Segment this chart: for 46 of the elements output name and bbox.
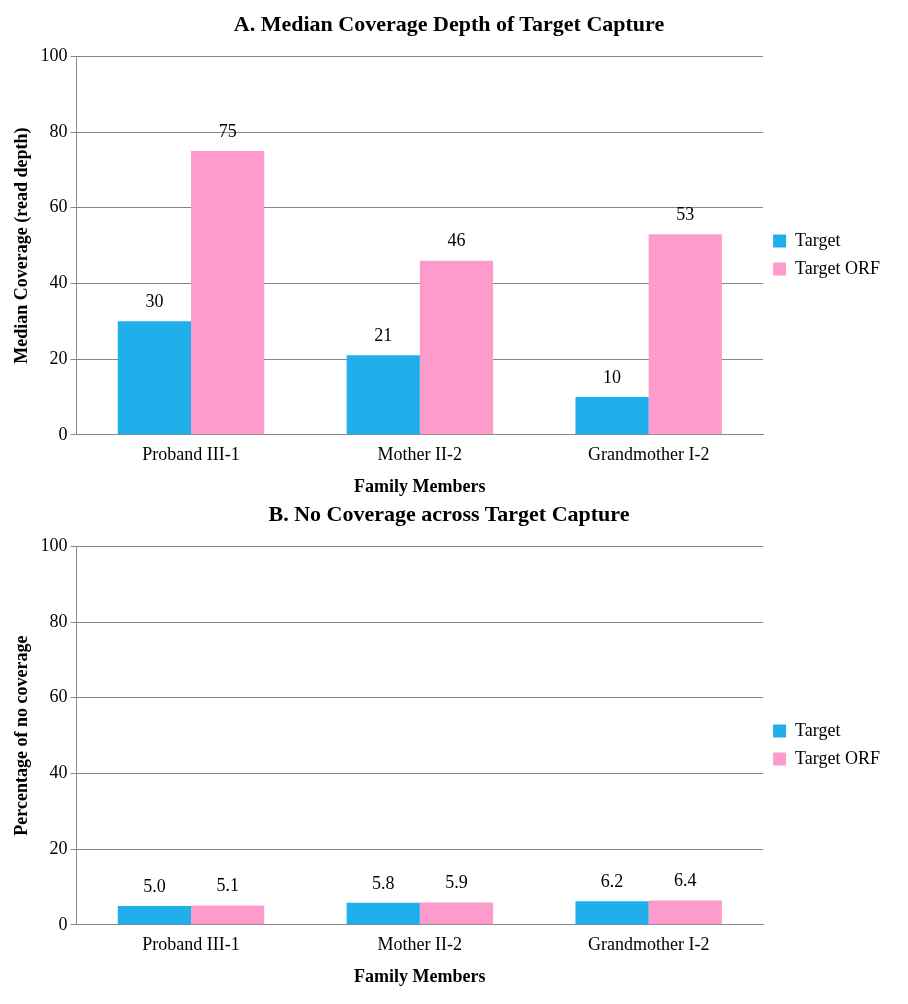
y-tick-label: 20 xyxy=(49,347,68,368)
data-label: 46 xyxy=(447,230,466,251)
y-tick-label: 100 xyxy=(40,45,68,66)
y-tick-label: 80 xyxy=(49,610,68,631)
y-tick-label: 60 xyxy=(49,196,68,217)
data-label: 5.8 xyxy=(371,872,395,893)
chart-title: A. Median Coverage Depth of Target Capture xyxy=(233,10,665,36)
bar xyxy=(648,234,722,435)
legend-label: Target ORF xyxy=(795,257,880,278)
x-tick-label: Grandmother I-2 xyxy=(587,934,710,955)
legend-label: Target xyxy=(795,229,841,250)
x-tick-label: Proband III-1 xyxy=(142,934,240,955)
y-tick-label: 20 xyxy=(49,837,68,858)
x-tick-label: Mother II-2 xyxy=(377,444,463,465)
data-label: 30 xyxy=(145,291,164,312)
y-tick-label: 40 xyxy=(49,762,68,783)
x-axis-title: Family Members xyxy=(354,475,486,496)
data-label: 75 xyxy=(218,120,237,141)
data-label: 5.9 xyxy=(445,872,468,893)
bar xyxy=(419,260,494,435)
bar xyxy=(117,321,192,435)
y-tick-label: 0 xyxy=(58,423,68,444)
x-tick-label: Mother II-2 xyxy=(377,934,463,955)
data-label: 10 xyxy=(603,366,622,387)
data-label: 5.0 xyxy=(143,875,166,896)
data-label: 53 xyxy=(676,203,695,224)
y-tick-label: 80 xyxy=(49,120,68,141)
y-tick-label: 40 xyxy=(49,272,68,293)
bar xyxy=(191,151,265,435)
x-axis-title: Family Members xyxy=(354,965,486,986)
y-tick-label: 100 xyxy=(40,535,68,556)
legend-label: Target ORF xyxy=(795,747,880,768)
legend-label: Target xyxy=(795,719,841,740)
data-label: 6.2 xyxy=(600,871,624,892)
y-tick-label: 60 xyxy=(49,686,68,707)
y-tick-label: 0 xyxy=(58,913,68,934)
data-label: 6.4 xyxy=(674,870,697,891)
y-axis-title: Median Coverage (read depth) xyxy=(11,127,33,364)
data-label: 21 xyxy=(374,325,393,346)
x-tick-label: Proband III-1 xyxy=(142,444,240,465)
bar xyxy=(346,355,420,435)
chart-title: B. No Coverage across Target Capture xyxy=(268,500,630,526)
x-tick-label: Grandmother I-2 xyxy=(587,444,710,465)
data-label: 5.1 xyxy=(216,875,239,896)
bar xyxy=(575,396,649,435)
y-axis-title: Percentage of no coverage xyxy=(11,635,32,836)
